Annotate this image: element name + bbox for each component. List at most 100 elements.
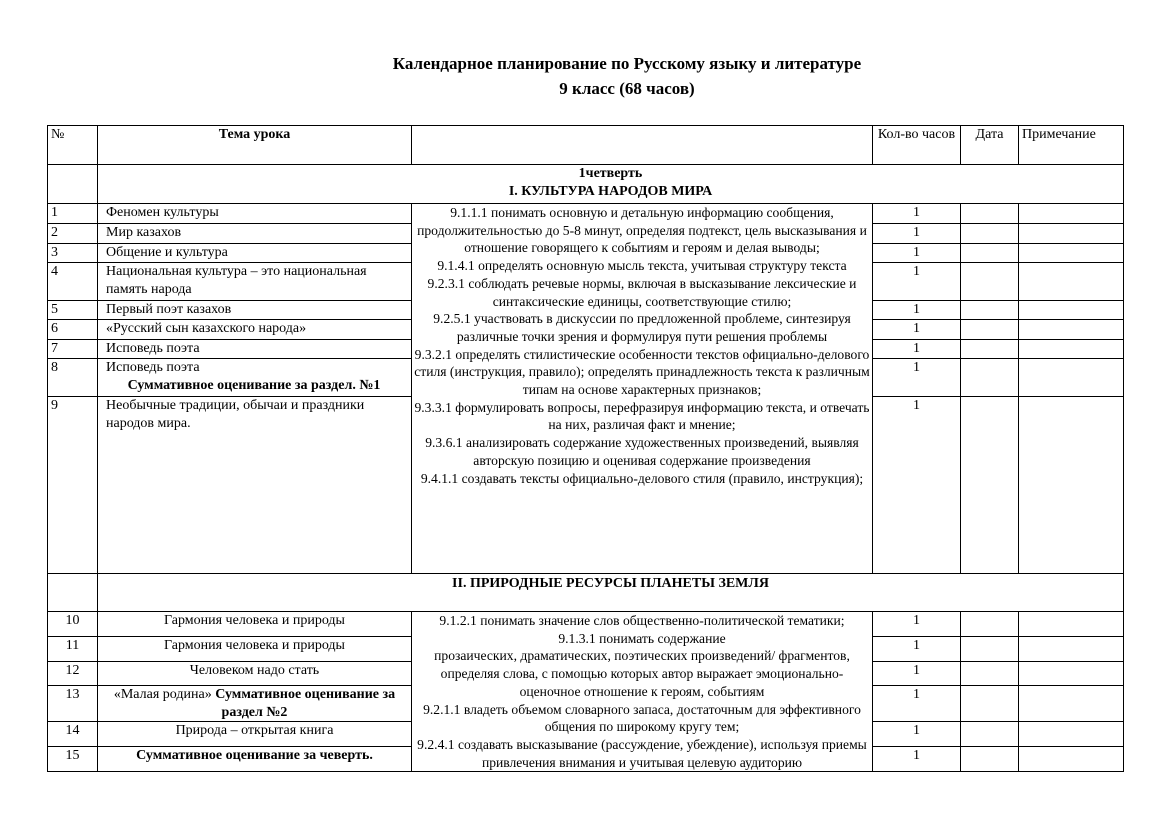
objective-item: 9.2.4.1 создавать высказывание (рассужде… [417, 736, 867, 770]
objective-item: 9.2.5.1 участвовать в дискуссии по предл… [433, 311, 851, 344]
table-row: 1 Феномен культуры 9.1.1.1 понимать основн… [47, 203, 1124, 574]
lesson-note [1018, 661, 1124, 687]
lesson-note [1018, 396, 1124, 574]
lesson-hours: 1 [872, 396, 961, 574]
lesson-hours: 1 [872, 358, 961, 397]
table-row: 13 «Малая родина» Суммативное оценивание … [47, 685, 1124, 723]
lesson-hours: 1 [872, 262, 961, 301]
topic-text: Феномен культуры [106, 205, 219, 220]
objective-item: 9.1.3.1 понимать содержание [558, 630, 726, 646]
lesson-number: 4 [47, 262, 98, 301]
topic-text: Мир казахов [106, 225, 182, 240]
lesson-hours: 1 [872, 610, 961, 638]
topic-text: Исповедь поэта [106, 360, 200, 375]
lesson-date [960, 721, 1019, 748]
table-row: 11 Гармония человека и природы 1 [47, 636, 1124, 663]
header-date: Дата [960, 125, 1019, 165]
objectives-cell: 9.1.2.1 понимать значение слов обществен… [411, 610, 873, 773]
lesson-number: 6 [47, 319, 98, 340]
lesson-note [1018, 610, 1124, 638]
lesson-date [960, 223, 1019, 244]
table-row: 7 Исповедь поэта 1 [47, 339, 1124, 359]
header-note: Примечание [1018, 125, 1124, 165]
lesson-date [960, 339, 1019, 359]
lesson-note [1018, 223, 1124, 244]
lesson-number: 14 [47, 721, 98, 748]
lesson-number: 15 [47, 746, 98, 773]
table-row: 10 Гармония человека и природы 9.1.2.1 пон… [47, 610, 1124, 773]
header-num: № [47, 125, 98, 165]
objective-item: 9.1.1.1 понимать основную и детальную ин… [417, 205, 867, 256]
lesson-hours: 1 [872, 685, 961, 723]
lesson-topic: Суммативное оценивание за чеверть. [97, 746, 412, 773]
lesson-topic: Первый поэт казахов [97, 300, 412, 320]
section-title: I. КУЛЬТУРА НАРОДОВ МИРА [508, 183, 713, 199]
lesson-topic: Общение и культура [97, 243, 412, 263]
header-row: № Тема урока Кол-во часов Дата Примечани… [47, 125, 1124, 165]
topic-text: «Малая родина» [113, 687, 212, 703]
header-topic: Тема урока [97, 125, 412, 165]
document-title: Календарное планирование по Русскому язы… [392, 54, 862, 73]
lesson-note [1018, 203, 1124, 224]
lesson-number: 5 [47, 300, 98, 320]
table-row: 12 Человеком надо стать 1 [47, 661, 1124, 687]
quarter-label: 1четверть [578, 166, 643, 181]
objective-item: 9.1.4.1 определять основную мысль текста… [437, 258, 847, 274]
lesson-date [960, 610, 1019, 638]
lesson-number: 2 [47, 223, 98, 244]
document-subtitle: 9 класс (68 часов) [559, 79, 695, 98]
topic-summative: Суммативное оценивание за раздел №2 [215, 687, 396, 720]
lesson-hours: 1 [872, 636, 961, 663]
section-row: II. ПРИРОДНЫЕ РЕСУРСЫ ПЛАНЕТЫ ЗЕМЛЯ [47, 573, 1124, 612]
lesson-hours: 1 [872, 319, 961, 340]
plan-table: № Тема урока Кол-во часов Дата Примечани… [47, 125, 1124, 773]
lesson-topic: Исповедь поэта Суммативное оценивание за … [97, 358, 412, 397]
lesson-topic: «Малая родина» Суммативное оценивание за… [97, 685, 412, 723]
topic-text: Человеком надо стать [189, 663, 320, 679]
lesson-topic: Необычные традиции, обычаи и праздники н… [97, 396, 412, 574]
lesson-hours: 1 [872, 661, 961, 687]
objective-item: 9.4.1.1 создавать тексты официально-дело… [420, 470, 864, 486]
header-objectives [411, 125, 873, 165]
table-row: 2 Мир казахов 1 [47, 223, 1124, 244]
lesson-note [1018, 685, 1124, 723]
lesson-hours: 1 [872, 203, 961, 224]
lesson-date [960, 203, 1019, 224]
lesson-number: 12 [47, 661, 98, 687]
topic-text: Природа – открытая книга [175, 723, 334, 739]
lesson-note [1018, 262, 1124, 301]
lesson-number: 13 [47, 685, 98, 723]
lesson-note [1018, 746, 1124, 773]
lesson-date [960, 243, 1019, 263]
lesson-hours: 1 [872, 339, 961, 359]
topic-text: Первый поэт казахов [106, 302, 232, 317]
table-row: 4 Национальная культура – это национальна… [47, 262, 1124, 301]
lesson-date [960, 300, 1019, 320]
table-row: 5 Первый поэт казахов 1 [47, 300, 1124, 320]
lesson-date [960, 358, 1019, 397]
section-title: II. ПРИРОДНЫЕ РЕСУРСЫ ПЛАНЕТЫ ЗЕМЛЯ [97, 573, 1124, 612]
lesson-note [1018, 636, 1124, 663]
objective-item: 9.2.1.1 владеть объемом словарного запас… [423, 701, 861, 735]
lesson-topic: Национальная культура – это национальная… [97, 262, 412, 301]
lesson-number: 9 [47, 396, 98, 574]
lesson-note [1018, 358, 1124, 397]
table-row: 14 Природа – открытая книга 1 [47, 721, 1124, 748]
lesson-date [960, 661, 1019, 687]
lesson-date [960, 685, 1019, 723]
lesson-note [1018, 300, 1124, 320]
lesson-hours: 1 [872, 300, 961, 320]
topic-text: Общение и культура [106, 245, 228, 260]
lesson-topic: Гармония человека и природы [97, 610, 412, 638]
lesson-number: 1 [47, 203, 98, 224]
lesson-hours: 1 [872, 746, 961, 773]
objectives-cell: 9.1.1.1 понимать основную и детальную ин… [411, 203, 873, 574]
objective-item: прозаических, драматических, поэтических… [434, 648, 850, 699]
lesson-date [960, 636, 1019, 663]
lesson-note [1018, 319, 1124, 340]
lesson-note [1018, 339, 1124, 359]
lesson-note [1018, 243, 1124, 263]
topic-summative: Суммативное оценивание за чеверть. [136, 748, 373, 764]
objective-item: 9.3.2.1 определять стилистические особен… [414, 346, 870, 398]
lesson-number: 7 [47, 339, 98, 359]
